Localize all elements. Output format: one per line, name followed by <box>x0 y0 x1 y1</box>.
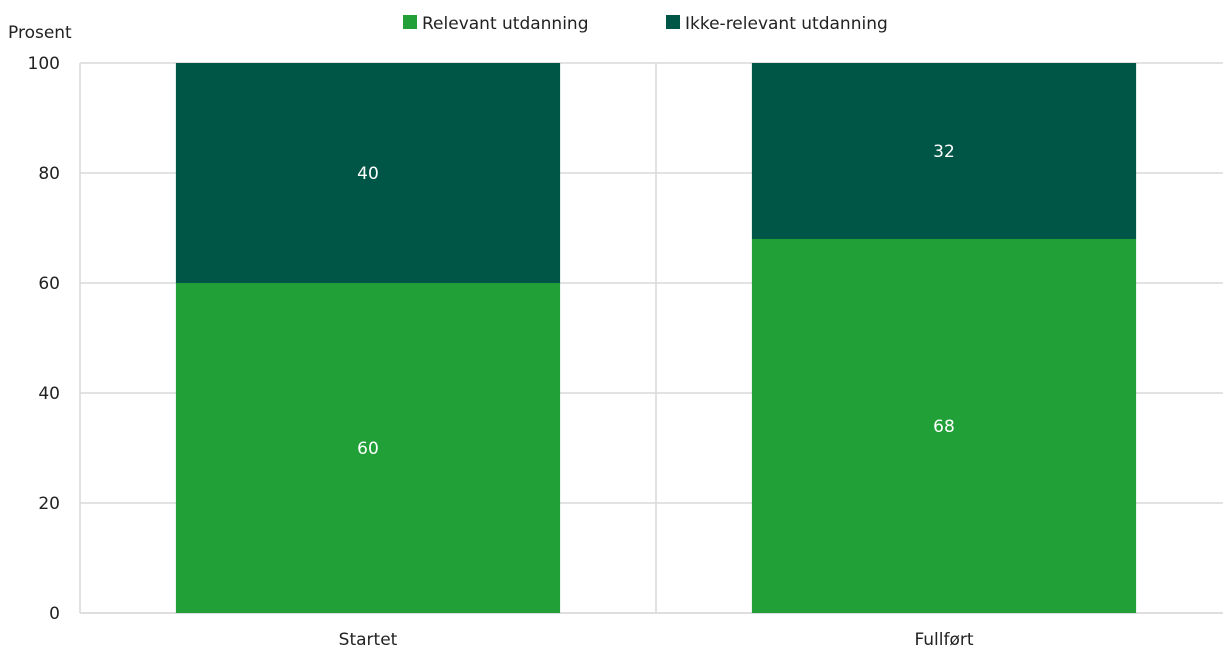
y-tick-label-20: 20 <box>38 494 60 514</box>
bar-ikke-relevant-0 <box>175 63 561 283</box>
data-label-ikke-relevant-1: 32 <box>933 142 955 162</box>
legend-label-ikke-relevant: Ikke-relevant utdanning <box>685 14 888 34</box>
data-label-ikke-relevant-0: 40 <box>357 164 379 184</box>
y-axis-ticks: 0 20 40 60 80 100 <box>28 54 60 624</box>
legend: Relevant utdanning Ikke-relevant utdanni… <box>403 14 888 34</box>
x-tick-label-1: Fullført <box>914 630 973 650</box>
x-axis-ticks: Startet Fullført <box>339 630 974 650</box>
y-axis-title: Prosent <box>8 23 72 43</box>
bar-relevant-1 <box>751 239 1137 613</box>
legend-swatch-relevant <box>403 15 417 29</box>
y-tick-label-40: 40 <box>38 384 60 404</box>
bar-relevant-0 <box>175 283 561 613</box>
bars: 60 40 68 32 <box>175 63 1137 613</box>
data-label-relevant-1: 68 <box>933 417 955 437</box>
y-tick-label-100: 100 <box>28 54 60 74</box>
legend-swatch-ikke-relevant <box>666 15 680 29</box>
y-tick-label-0: 0 <box>49 604 60 624</box>
legend-label-relevant: Relevant utdanning <box>422 14 589 34</box>
y-tick-label-60: 60 <box>38 274 60 294</box>
x-tick-label-0: Startet <box>339 630 398 650</box>
bar-ikke-relevant-1 <box>751 63 1137 239</box>
data-label-relevant-0: 60 <box>357 439 379 459</box>
y-tick-label-80: 80 <box>38 164 60 184</box>
